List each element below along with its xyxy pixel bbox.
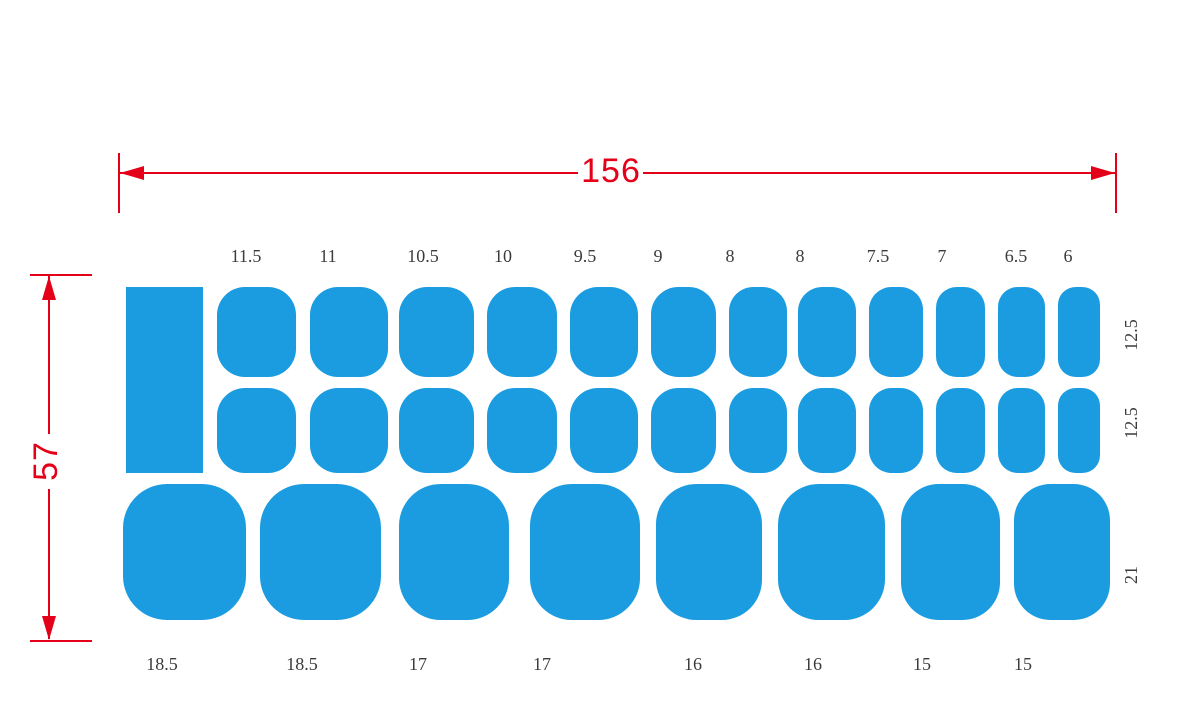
size-label-right: 12.5: [1121, 319, 1141, 351]
sticker-shape: [570, 388, 638, 473]
size-label-right: 21: [1121, 566, 1141, 584]
size-label-top: 11: [319, 246, 337, 266]
size-label-bottom: 17: [533, 654, 551, 674]
sticker-shape: [936, 388, 985, 473]
size-label-bottom: 16: [684, 654, 702, 674]
height-dim-line-bottom: [48, 489, 50, 639]
height-extension-tick-top: [30, 274, 92, 276]
sticker-shape: [1058, 287, 1100, 377]
sticker-shape: [869, 287, 923, 377]
size-label-top: 10: [494, 246, 512, 266]
size-label-bottom: 15: [1014, 654, 1032, 674]
height-extension-tick-bottom: [30, 640, 92, 642]
sticker-shape: [123, 484, 246, 620]
size-label-bottom: 18.5: [146, 654, 178, 674]
down-arrowhead-icon: [42, 616, 56, 640]
sticker-shape: [217, 287, 296, 377]
sticker-shape: [869, 388, 923, 473]
sticker-shape: [729, 287, 787, 377]
size-label-right: 12.5: [1121, 407, 1141, 439]
sticker-tab-rect: [126, 287, 203, 473]
size-label-top: 10.5: [407, 246, 439, 266]
sticker-shape: [729, 388, 787, 473]
size-label-top: 11.5: [230, 246, 262, 266]
width-extension-tick-left: [118, 153, 120, 213]
sticker-shape: [998, 287, 1045, 377]
sticker-shape: [310, 287, 388, 377]
size-label-bottom: 17: [409, 654, 427, 674]
sticker-shape: [260, 484, 381, 620]
size-label-top: 8: [795, 246, 805, 266]
size-label-bottom: 15: [913, 654, 931, 674]
sticker-shape: [310, 388, 388, 473]
width-dim-line-left: [120, 172, 578, 174]
width-dim-line-right: [643, 172, 1115, 174]
sticker-shape: [487, 287, 557, 377]
sticker-shape: [651, 287, 716, 377]
sticker-shape: [656, 484, 762, 620]
sticker-shape: [998, 388, 1045, 473]
sticker-shape: [570, 287, 638, 377]
size-label-top: 8: [725, 246, 735, 266]
sticker-shape: [399, 484, 509, 620]
up-arrowhead-icon: [42, 276, 56, 300]
width-extension-tick-right: [1115, 153, 1117, 213]
size-label-top: 6: [1063, 246, 1073, 266]
sticker-shape: [901, 484, 1000, 620]
sticker-shape: [399, 287, 474, 377]
right-arrowhead-icon: [1091, 166, 1115, 180]
left-arrowhead-icon: [120, 166, 144, 180]
sticker-shape: [936, 287, 985, 377]
width-dimension-label: 156: [581, 152, 641, 190]
sticker-shape: [1014, 484, 1110, 620]
sticker-shape: [798, 388, 856, 473]
sticker-shape: [798, 287, 856, 377]
sticker-shape: [530, 484, 640, 620]
sticker-shape: [217, 388, 296, 473]
size-label-bottom: 18.5: [286, 654, 318, 674]
size-label-top: 6.5: [1004, 246, 1028, 266]
size-label-top: 7.5: [866, 246, 890, 266]
sticker-shape: [778, 484, 885, 620]
size-label-top: 9: [653, 246, 663, 266]
height-dimension-label: 57: [27, 441, 65, 481]
size-label-top: 9.5: [573, 246, 597, 266]
size-label-top: 7: [937, 246, 947, 266]
sticker-shape: [399, 388, 474, 473]
sticker-shape: [1058, 388, 1100, 473]
height-dim-line-top: [48, 276, 50, 434]
sticker-shape: [487, 388, 557, 473]
size-label-bottom: 16: [804, 654, 822, 674]
sticker-shape: [651, 388, 716, 473]
